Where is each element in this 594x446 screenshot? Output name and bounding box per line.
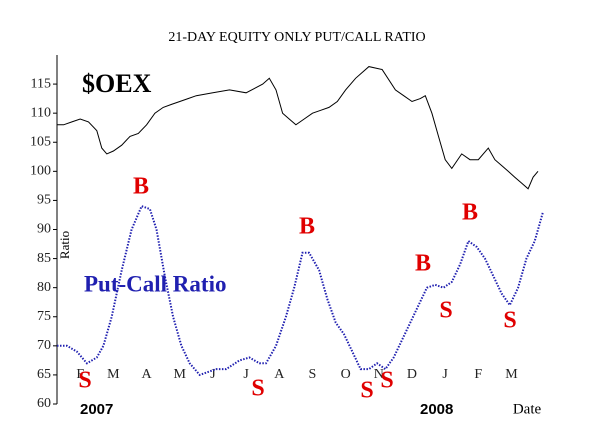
x-tick-label: M — [107, 367, 120, 382]
y-tick-label: 85 — [37, 251, 51, 266]
year-label: 2008 — [420, 401, 453, 418]
y-tick-label: 65 — [37, 367, 51, 382]
signal-marker: B — [462, 200, 478, 226]
x-tick-label: S — [309, 367, 317, 382]
y-tick-label: 105 — [30, 134, 51, 149]
signal-marker: S — [251, 376, 264, 402]
y-tick-label: 95 — [37, 193, 51, 208]
year-label: 2007 — [80, 401, 113, 418]
signal-marker: S — [503, 308, 516, 334]
x-tick-label: J — [442, 367, 448, 382]
x-tick-label: J — [243, 367, 249, 382]
signal-marker: B — [415, 251, 431, 277]
y-tick-label: 90 — [37, 222, 51, 237]
signal-marker: B — [299, 214, 315, 240]
signal-marker: S — [380, 368, 393, 394]
series-label: $OEX — [82, 69, 152, 98]
x-tick-label: O — [341, 367, 351, 382]
y-tick-label: 75 — [37, 309, 51, 324]
x-tick-label: N — [374, 367, 384, 382]
x-tick-label: A — [142, 367, 153, 382]
series-line — [57, 204, 544, 377]
y-axis-label: Ratio — [57, 231, 72, 259]
signal-marker: S — [439, 298, 452, 324]
x-tick-label: F — [76, 367, 84, 382]
x-tick-label: M — [174, 367, 187, 382]
x-tick-label: M — [505, 367, 518, 382]
y-tick-label: 60 — [37, 396, 51, 411]
x-tick-label: J — [210, 367, 216, 382]
x-axis-label: Date — [513, 401, 542, 417]
x-tick-label: D — [407, 367, 417, 382]
y-tick-label: 110 — [31, 105, 51, 120]
y-tick-label: 80 — [37, 280, 51, 295]
series-label: Put-Call Ratio — [84, 271, 226, 296]
y-tick-label: 70 — [37, 338, 51, 353]
x-tick-label: A — [274, 367, 285, 382]
signal-marker: S — [78, 368, 91, 394]
signal-marker: B — [133, 174, 149, 200]
chart-title: 21-DAY EQUITY ONLY PUT/CALL RATIO — [168, 30, 425, 45]
signal-marker: S — [360, 378, 373, 404]
series-line — [57, 66, 539, 190]
y-tick-label: 100 — [30, 164, 51, 179]
y-tick-label: 115 — [31, 76, 51, 91]
x-tick-label: F — [474, 367, 482, 382]
